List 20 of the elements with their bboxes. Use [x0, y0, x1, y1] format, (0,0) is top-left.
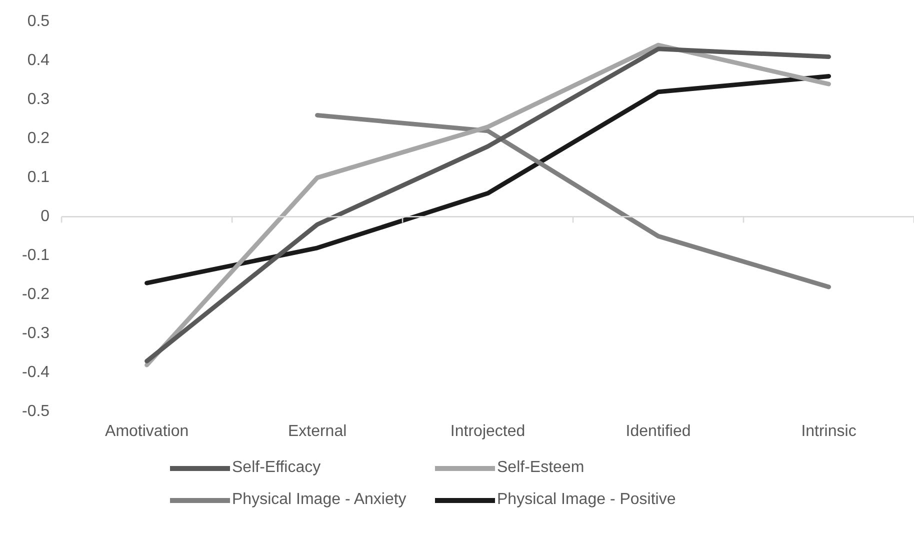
legend-label: Self-Esteem — [497, 459, 584, 477]
y-tick-label: 0.2 — [27, 130, 50, 148]
x-tick-label: External — [288, 422, 347, 440]
y-tick-label: -0.1 — [22, 247, 50, 264]
y-tick-label: 0.4 — [27, 52, 50, 70]
legend-label: Self-Efficacy — [232, 459, 321, 477]
y-tick-label: -0.4 — [22, 364, 50, 382]
y-tick-label: 0 — [40, 208, 50, 226]
legend-label: Physical Image - Anxiety — [232, 491, 406, 509]
y-tick-label: -0.5 — [22, 403, 50, 420]
x-tick-label: Introjected — [450, 422, 526, 440]
y-tick-label: 0.5 — [27, 13, 50, 30]
x-tick-label: Amotivation — [105, 422, 189, 440]
y-tick-label: 0.3 — [27, 91, 50, 108]
legend-label: Physical Image - Positive — [497, 491, 676, 509]
x-tick-label: Intrinsic — [801, 422, 856, 440]
y-tick-label: -0.2 — [22, 286, 50, 304]
y-tick-label: 0.1 — [27, 169, 50, 186]
y-tick-label: -0.3 — [22, 325, 50, 342]
x-tick-label: Identified — [626, 422, 691, 440]
